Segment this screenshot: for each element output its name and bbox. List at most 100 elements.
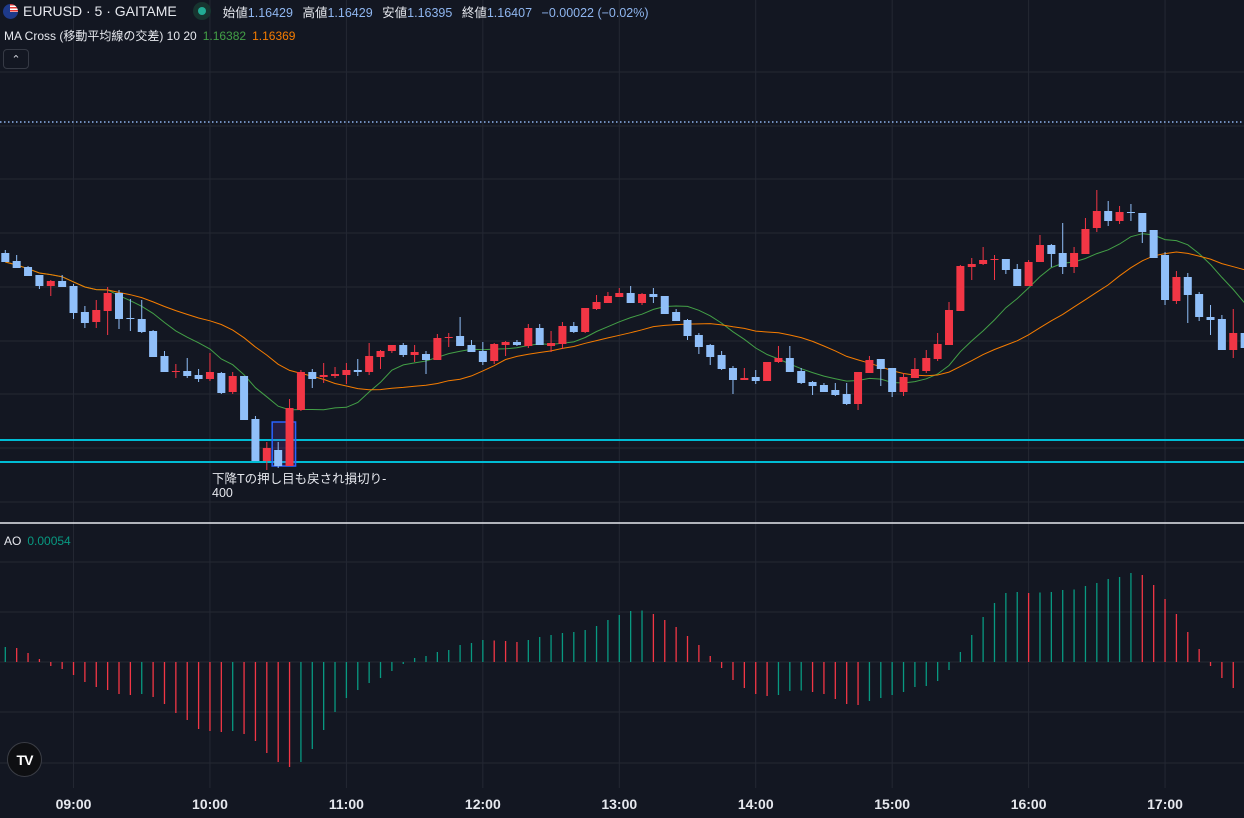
ma-slow-value: 1.16369 [252,29,296,43]
chart-annotation[interactable]: 下降Tの押し目も戻され損切り- 400 [212,472,386,500]
candle-body [274,450,283,466]
candle-bullish [945,302,954,345]
ao-label: AO [4,534,22,548]
candle-body [1115,212,1124,221]
ma-cross-legend[interactable]: MA Cross (移動平均線の交差) 10 20 1.16382 1.16369 [4,27,295,44]
candle-bullish [433,334,442,360]
ma-slow-line [5,251,1244,391]
candle-body [876,359,885,369]
candle-bearish [1001,259,1010,274]
candle-body [1,253,10,262]
candle-bullish [171,364,180,378]
time-label: 10:00 [192,796,228,812]
candle-body [842,394,851,404]
candle-body [1092,211,1101,228]
candle-body [35,275,44,286]
candle-bearish [1149,230,1158,258]
candle-bearish [183,358,192,378]
market-open-status-icon [192,2,211,20]
candle-bearish [1161,252,1170,305]
candle-bearish [1058,223,1067,274]
candle-bullish [763,362,772,381]
chevron-up-icon: ⌃ [11,53,21,66]
candle-bullish [899,373,908,396]
candle-body [740,378,749,380]
candle-body [376,351,385,357]
symbol-title[interactable]: EURUSD · 5 · GAITAME [23,3,177,19]
candle-body [728,368,737,380]
close-value: 1.16407 [486,5,533,20]
candle-bullish [444,333,453,347]
candle-bearish [831,383,840,396]
candle-bullish [387,345,396,353]
candle-bullish [1024,260,1033,286]
candle-body [342,370,351,375]
candle-body [922,358,931,371]
ohlc-values: 始値1.16429 高値1.16429 安値1.16395 終値1.16407 … [223,2,655,21]
candle-body [638,294,647,303]
candle-body [1081,229,1090,254]
candle-body [706,345,715,357]
open-label: 始値 [222,5,248,20]
candle-body [46,281,55,286]
candle-bullish [524,324,533,348]
ao-histogram [4,573,1234,767]
candle-bullish [1092,190,1101,232]
indicator-name: MA Cross (移動平均線の交差) 10 20 [4,29,197,43]
candle-body [365,356,374,372]
candle-body [1138,213,1147,232]
candle-bearish [137,300,146,333]
candle-bearish [1240,333,1244,348]
collapse-legend-button[interactable]: ⌃ [3,49,29,69]
symbol-legend[interactable]: EURUSD · 5 · GAITAME 始値1.16429 高値1.16429… [3,2,655,20]
candle-bullish [262,442,271,470]
candle-body [660,296,669,314]
candle-body [945,310,954,345]
candle-body [603,296,612,303]
candle-bearish [12,255,21,268]
price-lines [0,121,1244,463]
candle-bearish [240,376,249,420]
candle-bearish [1138,213,1147,243]
tradingview-logo-icon[interactable]: TV [7,742,42,777]
candle-body [194,375,203,379]
candle-bullish [592,295,601,310]
candle-bearish [1195,292,1204,321]
candle-body [785,358,794,372]
candle-body [353,370,362,372]
candle-body [1047,245,1056,254]
high-value: 1.16429 [327,5,373,20]
candle-body [410,352,419,355]
candle-bullish [774,346,783,363]
candle-body [535,328,544,345]
candle-body [240,376,249,420]
candle-body [683,320,692,336]
candle-body [387,345,396,351]
candle-body [285,408,294,466]
candle-bullish [296,370,305,411]
candle-bearish [626,286,635,303]
candle-body [819,385,828,392]
candle-bullish [92,300,101,328]
candle-bullish [342,363,351,384]
candle-bearish [1047,244,1056,267]
candle-bullish [331,367,340,378]
ao-legend[interactable]: AO 0.00054 [4,534,71,548]
candle-body [1229,333,1238,350]
candle-bearish [35,275,44,289]
candle-bearish [1,250,10,262]
candle-body [217,373,226,393]
candle-body [1104,211,1113,221]
candle-body [58,281,67,287]
candle-bearish [717,351,726,370]
candle-bearish [569,322,578,333]
moving-averages [5,233,1244,411]
candle-body [899,377,908,392]
low-value: 1.16395 [407,5,453,20]
candle-bullish [603,292,612,303]
candle-body [694,335,703,347]
candle-bearish [126,299,135,331]
candle-body [24,267,33,276]
ao-value: 0.00054 [27,534,71,548]
